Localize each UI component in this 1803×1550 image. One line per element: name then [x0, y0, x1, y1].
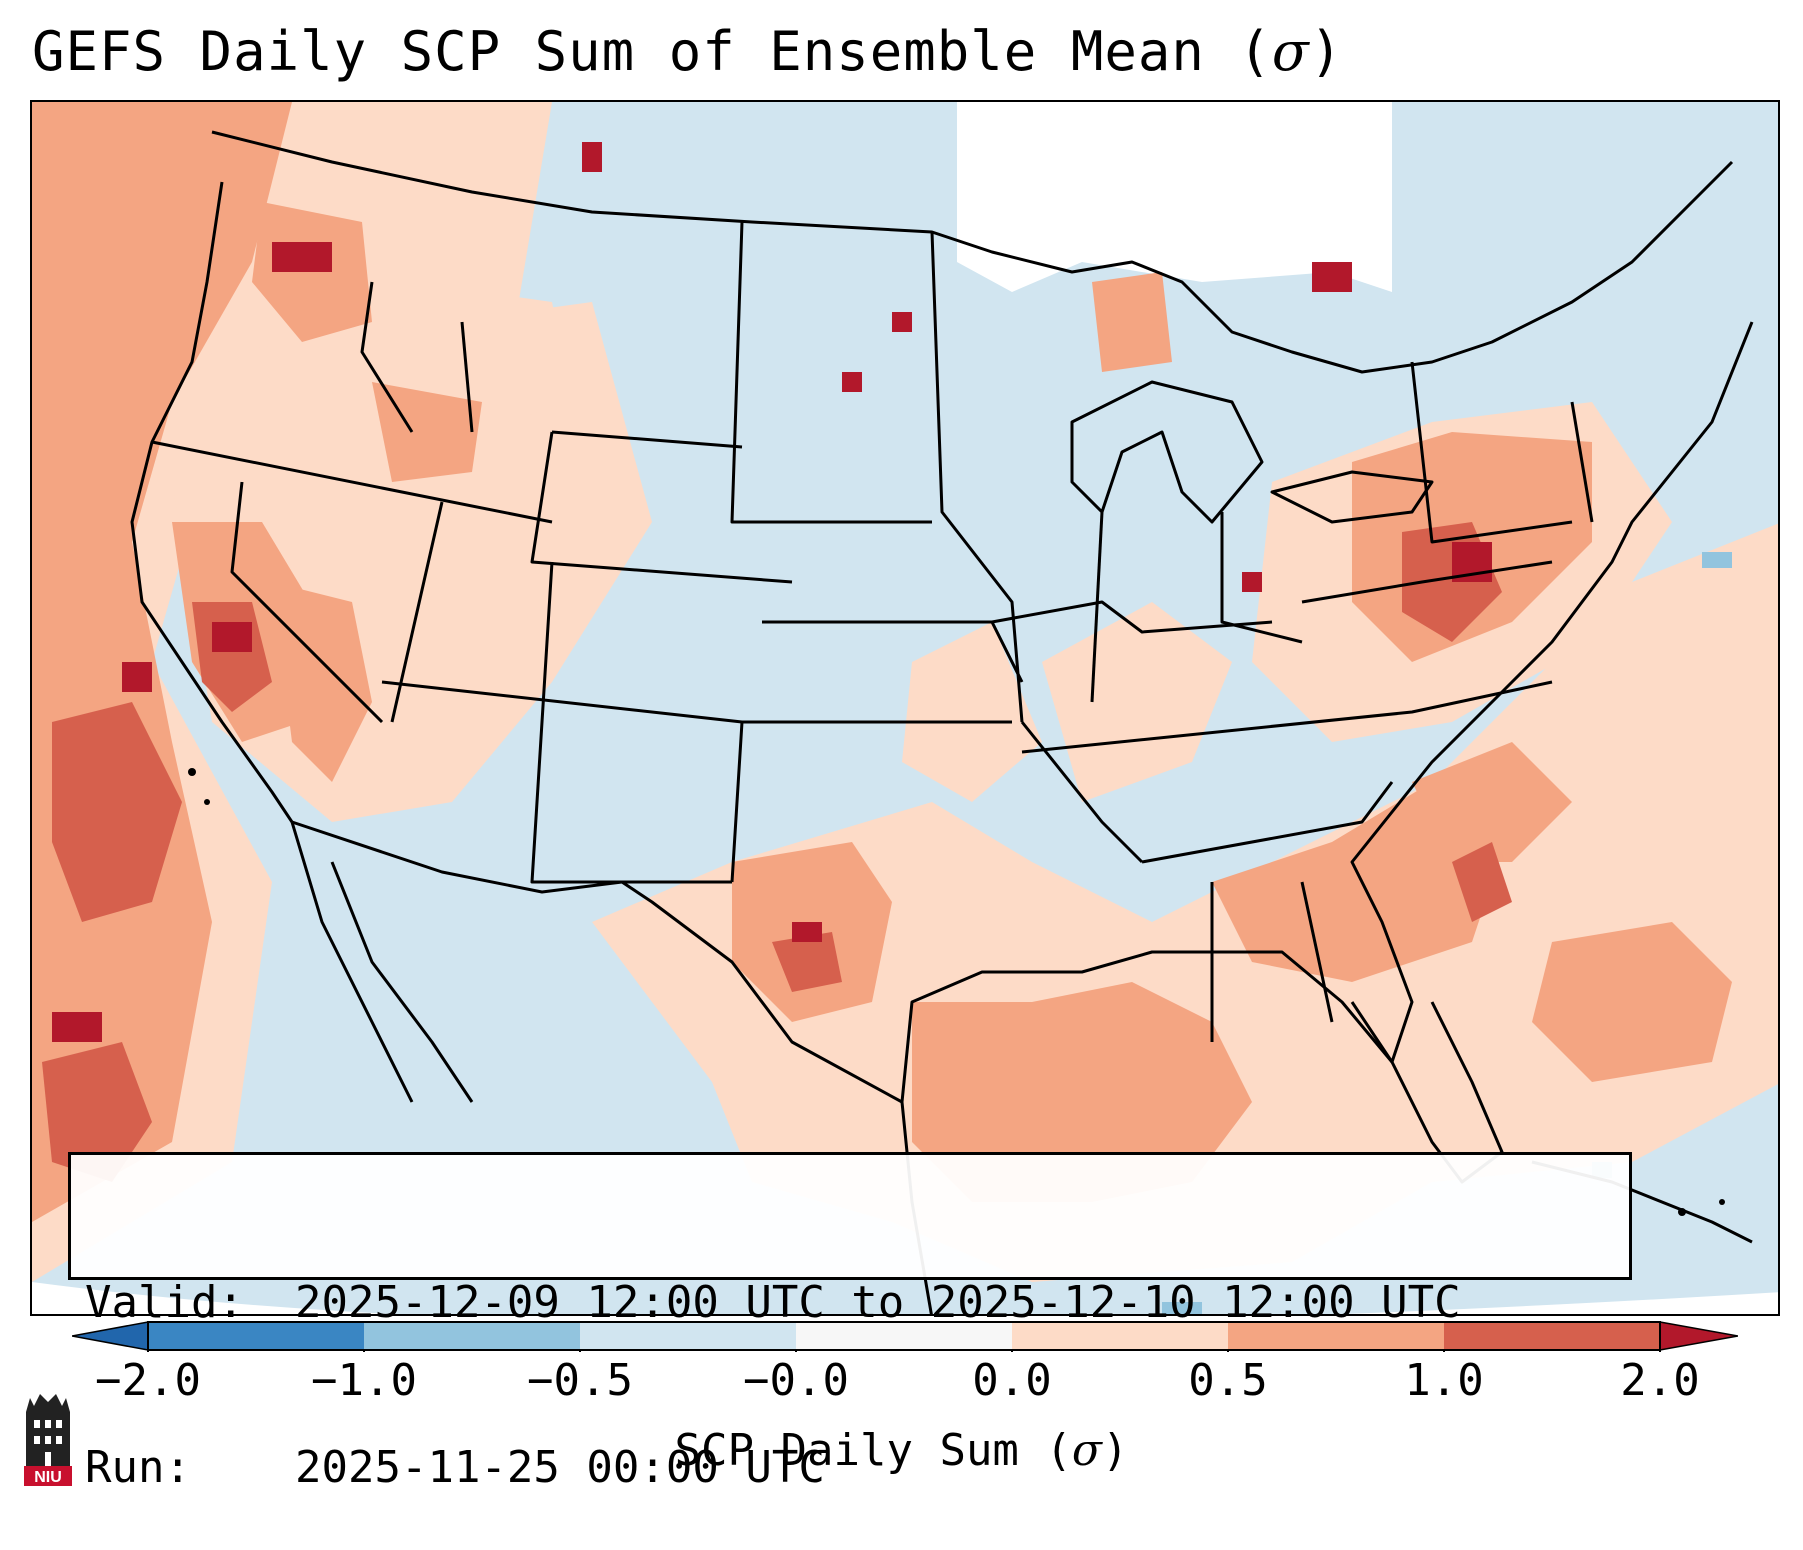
- medium-positive-areas: [32, 102, 1732, 1222]
- colorbar-label: SCP Daily Sum (σ): [674, 1425, 1129, 1476]
- colorbar-seg-1: [148, 1322, 364, 1350]
- colorbar-extend-low: [72, 1321, 149, 1351]
- colorbar-seg-5: [1012, 1322, 1228, 1350]
- map-title: GEFS Daily SCP Sum of Ensemble Mean (σ): [32, 20, 1344, 83]
- sigma-symbol: σ: [1271, 20, 1310, 83]
- baja: [290, 821, 414, 1103]
- run-label: Run:: [85, 1442, 191, 1493]
- colorbar-tick-label: −0.0: [743, 1355, 849, 1406]
- colorbar-tick-label: −0.5: [527, 1355, 633, 1406]
- valid-row: Valid: 2025-12-09 12:00 UTC to 2025-12-10…: [85, 1275, 1615, 1330]
- colorbar-seg-3: [580, 1322, 796, 1350]
- colorbar-tick-label: 0.5: [1188, 1355, 1268, 1406]
- sigma-symbol: σ: [1071, 1425, 1102, 1476]
- pacific-coast: [130, 181, 294, 823]
- niu-logo: NIU: [24, 1394, 72, 1486]
- great-lakes: [1070, 380, 1264, 524]
- logo-text: NIU: [34, 1469, 62, 1486]
- extreme-positive-areas: [52, 142, 1492, 1042]
- no-data-region: [957, 102, 1392, 292]
- valid-label: Valid:: [85, 1277, 244, 1328]
- colorbar-seg-7: [1444, 1322, 1660, 1350]
- logo-tower-icon: [26, 1394, 70, 1466]
- valid-value: 2025-12-09 12:00 UTC to 2025-12-10 12:00…: [295, 1277, 1461, 1328]
- canada-border: [211, 130, 1734, 374]
- no-data-region-south-edge: [32, 1282, 1778, 1314]
- colorbar-tick-label: −2.0: [95, 1355, 201, 1406]
- colorbar-tick-label: 1.0: [1404, 1355, 1484, 1406]
- validity-info-box: Valid: 2025-12-09 12:00 UTC to 2025-12-10…: [68, 1152, 1632, 1493]
- logo-plate: [24, 1466, 72, 1486]
- colorbar-tick-label: −1.0: [311, 1355, 417, 1406]
- mexico-border: [291, 820, 903, 1104]
- colorbar-tick-label: 0.0: [972, 1355, 1052, 1406]
- gulf-coast: [900, 321, 1754, 1103]
- colorbar-extend-high: [1659, 1321, 1738, 1351]
- colorbar-seg-4: [796, 1322, 1012, 1350]
- run-value: 2025-11-25 00:00 UTC: [295, 1442, 825, 1493]
- colorbar-seg-6: [1228, 1322, 1444, 1350]
- boundary-lines: [130, 130, 1754, 1314]
- run-row: Run: 2025-11-25 00:00 UTC: [85, 1440, 1615, 1495]
- colorbar-tick-label: 2.0: [1620, 1355, 1700, 1406]
- colorbar-seg-2: [364, 1322, 580, 1350]
- colorbar: [72, 1321, 1738, 1352]
- islands: [188, 768, 1725, 1216]
- map-canvas: [32, 102, 1778, 1314]
- colorbar-ticks: [147, 1350, 1661, 1352]
- map-panel: [30, 100, 1780, 1316]
